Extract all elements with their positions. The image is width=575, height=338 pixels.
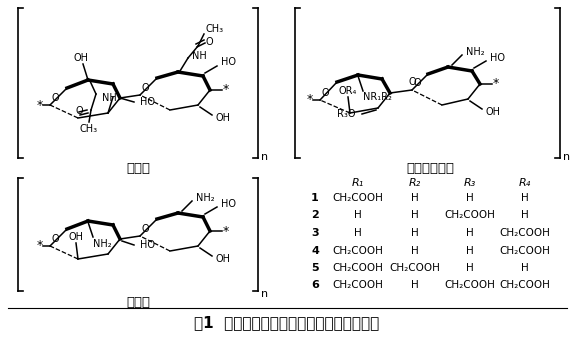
Text: O: O <box>52 234 60 244</box>
Text: NH₂: NH₂ <box>93 239 112 249</box>
Text: 4: 4 <box>311 245 319 256</box>
Text: 5: 5 <box>311 263 319 273</box>
Text: R₂: R₂ <box>409 178 421 188</box>
Text: H: H <box>466 193 474 203</box>
Text: O: O <box>322 88 329 98</box>
Text: CH₃: CH₃ <box>206 24 224 34</box>
Text: H: H <box>521 263 529 273</box>
Text: H: H <box>411 193 419 203</box>
Text: OH: OH <box>216 254 231 264</box>
Text: OR₄: OR₄ <box>339 86 357 96</box>
Text: R₃: R₃ <box>464 178 476 188</box>
Text: R₁: R₁ <box>352 178 364 188</box>
Text: *: * <box>307 94 313 106</box>
Text: R₄: R₄ <box>519 178 531 188</box>
Text: CH₂COOH: CH₂COOH <box>500 228 550 238</box>
Text: O: O <box>206 37 214 47</box>
Text: CH₂COOH: CH₂COOH <box>332 263 384 273</box>
Text: CH₂COOH: CH₂COOH <box>332 245 384 256</box>
Text: *: * <box>223 224 229 238</box>
Text: CH₂COOH: CH₂COOH <box>444 281 496 290</box>
Text: H: H <box>466 245 474 256</box>
Text: 罧甲基壳聚糖: 罧甲基壳聚糖 <box>406 162 454 174</box>
Text: H: H <box>411 211 419 220</box>
Text: NH₂: NH₂ <box>196 193 214 203</box>
Text: H: H <box>411 281 419 290</box>
Text: 3: 3 <box>311 228 319 238</box>
Text: *: * <box>37 98 43 112</box>
Text: HO: HO <box>221 199 236 209</box>
Text: H: H <box>354 228 362 238</box>
Text: CH₂COOH: CH₂COOH <box>444 211 496 220</box>
Text: HO: HO <box>221 57 236 67</box>
Text: H: H <box>466 263 474 273</box>
Text: NH: NH <box>102 93 117 103</box>
Text: CH₃: CH₃ <box>80 124 98 134</box>
Text: n: n <box>261 152 268 162</box>
Text: OH: OH <box>68 232 83 242</box>
Text: O: O <box>413 78 421 88</box>
Text: HO: HO <box>140 240 155 250</box>
Text: CH₂COOH: CH₂COOH <box>500 281 550 290</box>
Text: *: * <box>493 77 499 91</box>
Text: CH₂COOH: CH₂COOH <box>332 281 384 290</box>
Text: H: H <box>354 211 362 220</box>
Text: NH₂: NH₂ <box>466 47 485 57</box>
Text: CH₂COOH: CH₂COOH <box>500 245 550 256</box>
Text: NH: NH <box>192 51 207 61</box>
Text: HO: HO <box>140 97 155 107</box>
Text: H: H <box>411 245 419 256</box>
Text: O: O <box>408 77 416 87</box>
Text: 壳聚糖: 壳聚糖 <box>126 296 150 310</box>
Text: O: O <box>141 224 148 234</box>
Text: 1: 1 <box>311 193 319 203</box>
Text: OH: OH <box>216 113 231 123</box>
Text: *: * <box>223 83 229 97</box>
Text: O: O <box>141 83 148 93</box>
Text: HO: HO <box>490 53 505 63</box>
Text: 甲壳素: 甲壳素 <box>126 162 150 174</box>
Text: 图1  甲壳素、壳聚糖、罧甲基壳聚糖结构式: 图1 甲壳素、壳聚糖、罧甲基壳聚糖结构式 <box>194 315 380 331</box>
Text: 6: 6 <box>311 281 319 290</box>
Text: H: H <box>466 228 474 238</box>
Text: O: O <box>75 106 83 116</box>
Text: n: n <box>261 289 268 299</box>
Text: R₃O: R₃O <box>338 109 356 119</box>
Text: *: * <box>37 240 43 252</box>
Text: CH₂COOH: CH₂COOH <box>390 263 440 273</box>
Text: n: n <box>563 152 570 162</box>
Text: O: O <box>52 93 60 103</box>
Text: CH₂COOH: CH₂COOH <box>332 193 384 203</box>
Text: NR₁R₂: NR₁R₂ <box>363 92 392 102</box>
Text: H: H <box>411 228 419 238</box>
Text: H: H <box>521 211 529 220</box>
Text: H: H <box>521 193 529 203</box>
Text: OH: OH <box>486 107 501 117</box>
Text: OH: OH <box>74 53 89 63</box>
Text: 2: 2 <box>311 211 319 220</box>
